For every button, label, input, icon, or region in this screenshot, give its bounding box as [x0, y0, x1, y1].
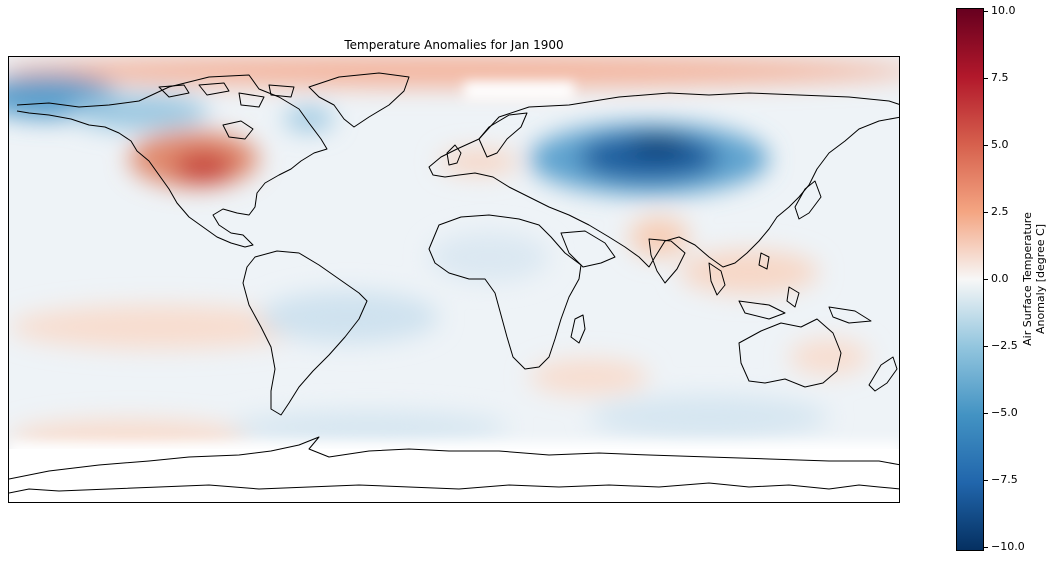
colorbar-tick [984, 279, 988, 280]
colorbar-label: Air Surface Temperature Anomaly [degree … [1021, 212, 1047, 346]
coast-madagascar [570, 314, 586, 344]
colorbar-tick [984, 413, 988, 414]
colorbar-tick-label: 2.5 [991, 205, 1009, 218]
colorbar-tick-label: 5.0 [991, 138, 1009, 151]
colorbar-tick-label: 10.0 [991, 4, 1016, 17]
coastlines [9, 72, 899, 494]
colorbar-tick [984, 346, 988, 347]
coast-arabia [560, 230, 616, 268]
anomaly-map [9, 57, 899, 502]
coast-britain [446, 144, 462, 166]
colorbar-tick [984, 11, 988, 12]
coast-australia [738, 318, 842, 388]
colorbar-tick-label: −5.0 [991, 406, 1018, 419]
colorbar-tick-label: −2.5 [991, 339, 1018, 352]
map-title: Temperature Anomalies for Jan 1900 [344, 38, 564, 52]
colorbar-tick-label: −7.5 [991, 473, 1018, 486]
colorbar-tick-label: −10.0 [991, 540, 1025, 553]
coast-india [648, 238, 686, 284]
map-panel [8, 56, 900, 503]
colorbar-tick-label: 7.5 [991, 71, 1009, 84]
colorbar-tick [984, 78, 988, 79]
coast-antarctica [9, 436, 899, 494]
coast-scandinavia [478, 112, 528, 158]
coast-greenland [308, 72, 410, 128]
colorbar-tick [984, 212, 988, 213]
coast-europe [428, 92, 899, 268]
colorbar-tick [984, 480, 988, 481]
colorbar-tick [984, 547, 988, 548]
colorbar [956, 8, 984, 551]
coast-new-zealand [868, 356, 898, 392]
coast-japan [794, 180, 822, 220]
colorbar-tick-label: 0.0 [991, 272, 1009, 285]
colorbar-tick [984, 145, 988, 146]
coast-north-america [16, 74, 328, 248]
coast-africa [428, 214, 582, 370]
arctic-warm-band [9, 57, 899, 87]
coast-south-america [242, 250, 368, 416]
